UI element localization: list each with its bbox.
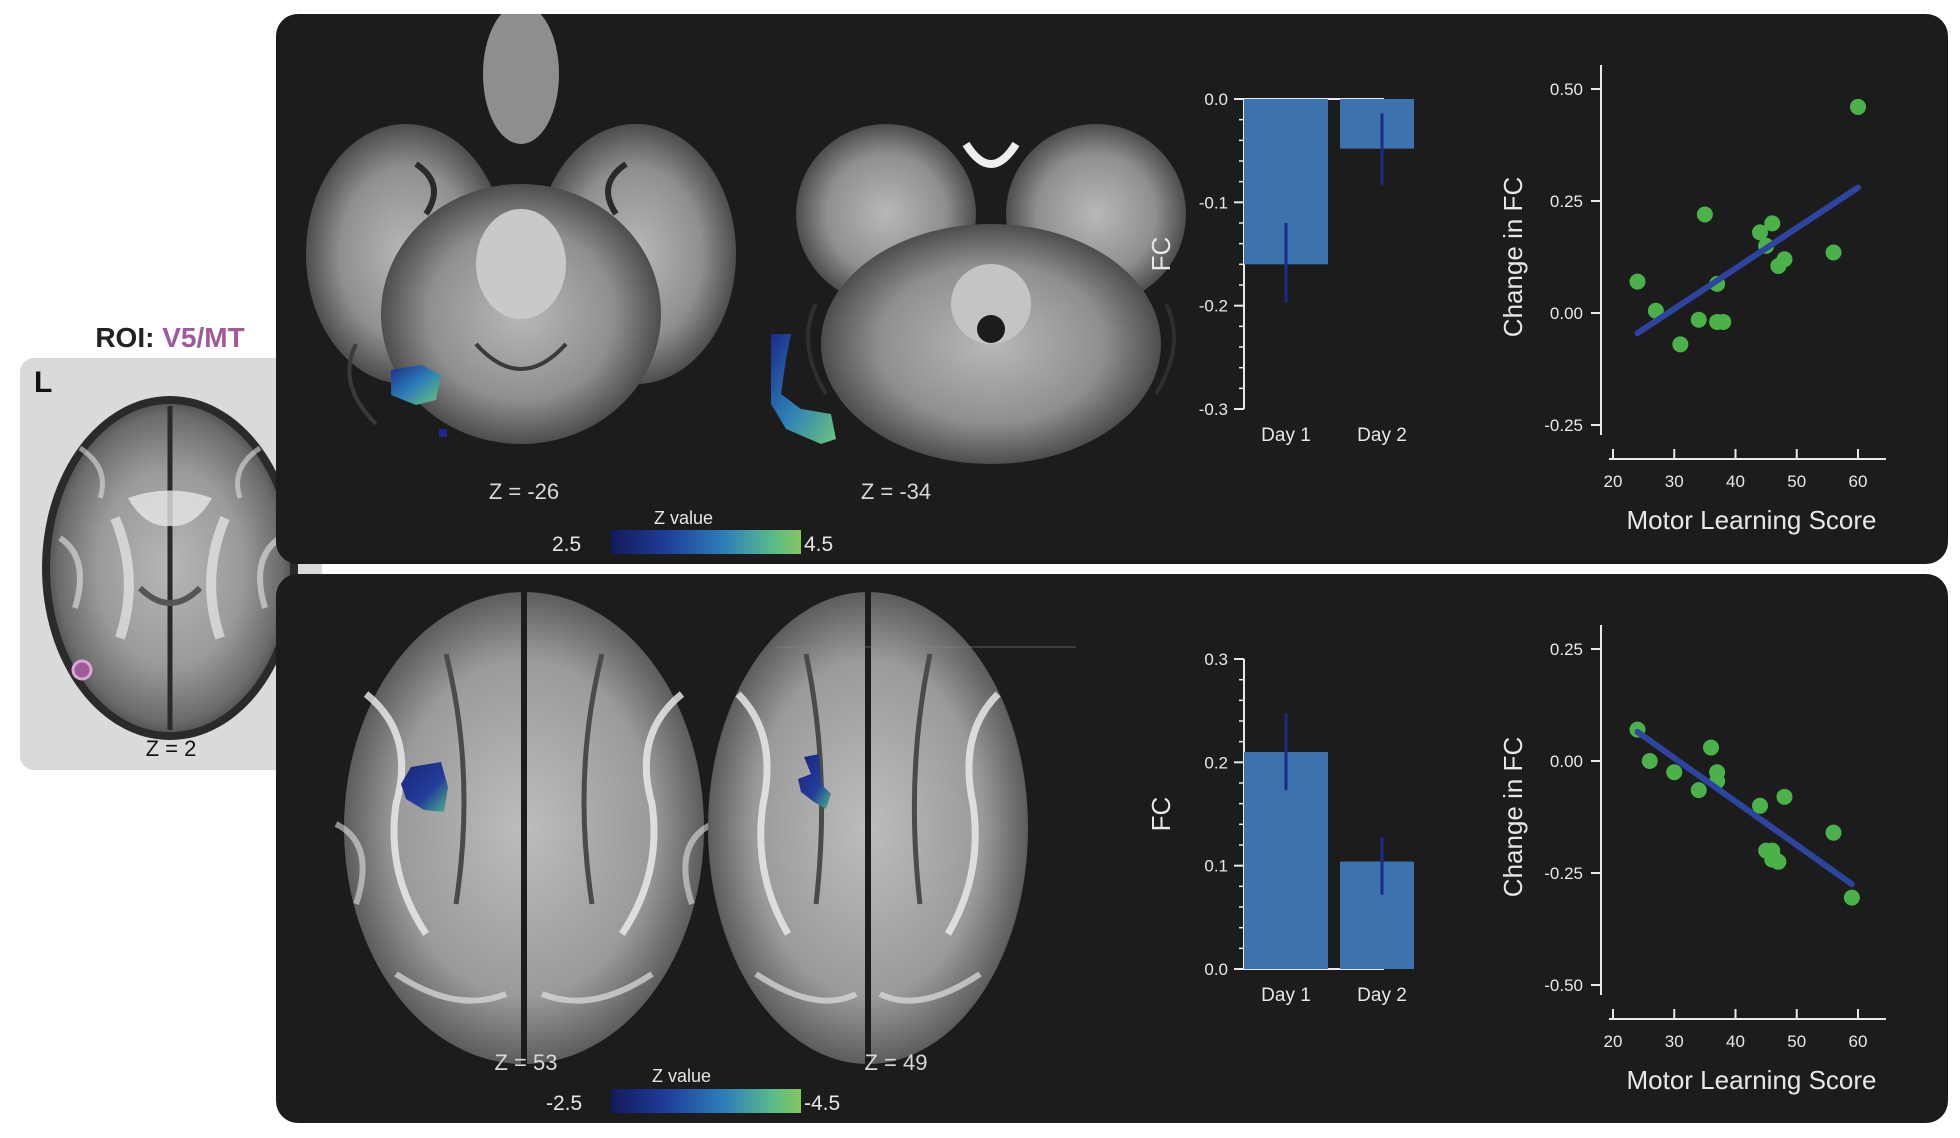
y-axis-label: Change in FC (1498, 737, 1528, 897)
y-tick-label: -0.50 (1544, 976, 1583, 995)
y-axis-label: FC (1146, 237, 1176, 272)
x-tick-label: 40 (1726, 1032, 1745, 1051)
activation-cluster-2 (771, 334, 836, 444)
y-tick-label: 0.25 (1550, 192, 1583, 211)
roi-title-name: V5/MT (162, 322, 245, 353)
x-axis-label: Motor Learning Score (1626, 505, 1876, 535)
roi-title-prefix: ROI: (95, 322, 155, 353)
x-axis-label: Motor Learning Score (1626, 1065, 1876, 1095)
y-tick-label: -0.25 (1544, 416, 1583, 435)
activation-cluster-3 (401, 762, 448, 812)
x-tick-label: 60 (1849, 472, 1868, 491)
slice-label: Z = -34 (860, 479, 932, 504)
x-tick-label: 30 (1665, 472, 1684, 491)
data-point (1690, 782, 1707, 799)
data-point (1703, 739, 1719, 756)
colorbar-title: Z value (652, 1066, 712, 1086)
x-tick-label: 20 (1604, 472, 1623, 491)
data-point (1770, 853, 1787, 870)
activation-cluster-4 (798, 754, 831, 809)
roi-brain-image (42, 396, 298, 740)
fc-bar-chart-bottom: 0.3 0.2 0.1 0.0 Day 1 Day 2 FC (1146, 650, 1414, 1006)
y-tick-label: 0.0 (1204, 960, 1228, 979)
y-tick-label: 0.00 (1550, 752, 1583, 771)
colorbar (611, 1089, 801, 1113)
y-tick-label: 0.25 (1550, 640, 1583, 659)
y-tick-label: 0.0 (1204, 90, 1228, 109)
activation-cluster (391, 365, 441, 405)
y-tick-label: -0.2 (1199, 297, 1228, 316)
y-tick-label: 0.50 (1550, 80, 1583, 99)
x-tick-label: Day 1 (1261, 985, 1311, 1006)
brain-slice-z49 (708, 592, 1076, 1064)
colorbar-max: 4.5 (804, 533, 834, 556)
roi-card: L Z = 2 (20, 358, 322, 770)
x-tick-label: 60 (1849, 1032, 1868, 1051)
data-point (1715, 313, 1732, 330)
bottom-brain-slices (334, 592, 1076, 1064)
data-point (1776, 251, 1793, 268)
hemisphere-label: L (34, 366, 53, 399)
colorbar (611, 530, 801, 554)
x-tick-label: 50 (1787, 472, 1806, 491)
data-point (1641, 753, 1658, 769)
x-tick-label: Day 2 (1357, 425, 1407, 446)
colorbar-title: Z value (654, 508, 714, 528)
slice-label: Z = 49 (864, 1050, 928, 1075)
data-point (1843, 889, 1860, 906)
colorbar-min: 2.5 (552, 533, 582, 556)
bottom-panel: Z = 53 Z = 49 Z value -2.5 -4.5 0.3 0.2 0.… (276, 574, 1948, 1123)
y-tick-label: 0.00 (1550, 304, 1583, 323)
x-tick-label: 50 (1787, 1032, 1806, 1051)
slice-label: Z = -26 (488, 479, 560, 504)
y-tick-label: -0.3 (1199, 400, 1228, 419)
data-point (1776, 788, 1793, 805)
slice-label: Z = 53 (494, 1050, 558, 1075)
y-tick-label: -0.1 (1199, 193, 1228, 212)
roi-marker (71, 659, 93, 681)
fc-bar-chart-top: 0.0 -0.1 -0.2 -0.3 Day 1 Day 2 FC (1146, 90, 1414, 446)
data-point (1690, 311, 1707, 328)
data-point (1825, 244, 1842, 261)
y-axis-label: FC (1146, 797, 1176, 832)
fit-line (1634, 728, 1855, 888)
brain-slice-z53 (334, 592, 714, 1064)
bar (1340, 99, 1414, 149)
data-point (1696, 206, 1713, 223)
x-tick-label: 30 (1665, 1032, 1684, 1051)
top-panel: Z = -26 Z = -34 Z value 2.5 4.5 0.0 -0.1 -… (276, 14, 1948, 564)
y-tick-label: 0.2 (1204, 753, 1228, 772)
colorbar-max: -4.5 (804, 1092, 841, 1115)
scatter-chart-bottom: 0.25 0.00 -0.25 -0.50 20 30 40 50 60 Change in FC… (1498, 625, 1886, 1095)
brain-slice-z-34 (771, 124, 1186, 464)
bar (1340, 861, 1414, 969)
roi-title: ROI: V5/MT (20, 322, 320, 354)
scatter-chart-top: 0.50 0.25 0.00 -0.25 20 30 40 50 60 Change in FC M… (1498, 65, 1886, 535)
x-tick-label: 20 (1604, 1032, 1623, 1051)
x-tick-label: Day 2 (1357, 985, 1407, 1006)
x-tick-label: Day 1 (1261, 425, 1311, 446)
data-point (1752, 797, 1768, 814)
data-point (1764, 215, 1781, 232)
data-point (1647, 302, 1664, 319)
data-point (1629, 273, 1646, 290)
top-brain-slices (306, 14, 1186, 464)
data-point (1825, 824, 1842, 841)
data-point (1752, 224, 1768, 241)
roi-z-label: Z = 2 (145, 736, 197, 761)
brain-slice-z-26 (306, 14, 736, 444)
y-tick-label: -0.25 (1544, 864, 1583, 883)
y-axis-label: Change in FC (1498, 177, 1528, 337)
fit-line (1634, 184, 1861, 337)
data-point (1850, 98, 1866, 115)
y-tick-label: 0.3 (1204, 650, 1228, 669)
colorbar-min: -2.5 (546, 1092, 583, 1115)
x-tick-label: 40 (1726, 472, 1745, 491)
data-point (1672, 336, 1689, 353)
data-point (1666, 764, 1683, 781)
y-tick-label: 0.1 (1204, 857, 1228, 876)
